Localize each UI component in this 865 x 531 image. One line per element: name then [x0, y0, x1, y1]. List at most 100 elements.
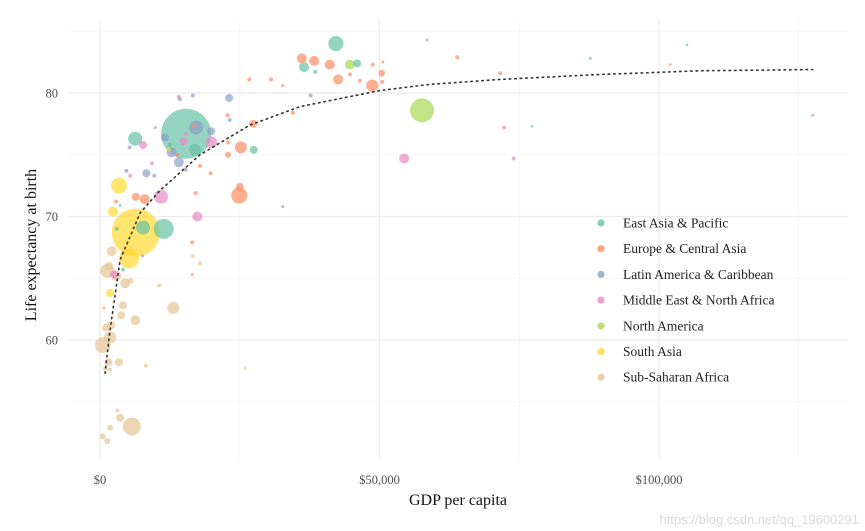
data-point: [685, 43, 689, 47]
data-point: [104, 331, 117, 344]
data-point: [502, 125, 507, 130]
data-point: [179, 137, 188, 146]
data-point: [511, 156, 516, 161]
data-point: [190, 273, 194, 277]
data-point: [225, 151, 232, 158]
data-point: [120, 278, 131, 289]
trend-line: [104, 68, 814, 375]
data-point: [175, 152, 180, 157]
data-point: [226, 140, 231, 145]
data-point: [108, 367, 113, 372]
data-point: [225, 93, 234, 102]
data-point: [198, 163, 203, 168]
data-point: [173, 157, 184, 168]
data-point: [101, 305, 106, 310]
data-point: [124, 168, 129, 173]
y-tick-label: 80: [46, 87, 59, 101]
data-point: [142, 169, 151, 178]
legend-label: Sub-Saharan Africa: [623, 370, 729, 385]
legend-label: Europe & Central Asia: [623, 241, 746, 256]
legend-swatch: [597, 322, 605, 330]
data-point: [149, 161, 154, 166]
data-point: [231, 187, 248, 204]
data-point: [183, 167, 188, 172]
data-point: [189, 120, 204, 135]
data-point: [128, 131, 143, 146]
data-point: [166, 147, 171, 152]
data-point: [381, 60, 385, 64]
data-point: [107, 424, 114, 431]
data-point: [128, 173, 133, 178]
data-point: [184, 131, 189, 136]
data-point: [353, 59, 362, 68]
data-point: [106, 289, 115, 298]
data-point: [811, 113, 815, 117]
y-tick-label: 60: [46, 334, 59, 348]
data-point: [455, 55, 460, 60]
legend-label: Middle East & North Africa: [623, 293, 774, 308]
data-point: [366, 79, 379, 92]
grid: [68, 20, 848, 459]
data-point: [152, 173, 157, 178]
legend-swatch: [597, 245, 605, 253]
data-points: [94, 36, 815, 445]
data-point: [153, 218, 174, 239]
data-point: [99, 433, 106, 440]
data-point: [234, 141, 247, 154]
data-point: [249, 145, 258, 154]
data-point: [668, 63, 672, 66]
data-point: [357, 78, 362, 83]
data-point: [198, 261, 203, 266]
data-point: [117, 311, 126, 320]
data-point: [190, 93, 195, 98]
data-point: [205, 136, 218, 149]
data-point: [290, 110, 295, 115]
y-tick-label: 70: [46, 210, 59, 224]
data-point: [308, 93, 313, 98]
data-point: [328, 36, 344, 52]
data-point: [208, 171, 213, 176]
data-point: [111, 177, 127, 194]
data-point: [399, 153, 410, 164]
x-tick-label: $0: [94, 473, 107, 487]
data-point: [281, 205, 285, 209]
data-point: [344, 59, 355, 70]
data-point: [139, 194, 150, 205]
data-point: [425, 38, 429, 42]
legend-label: South Asia: [623, 344, 682, 359]
data-point: [139, 140, 148, 149]
data-point: [299, 62, 310, 73]
legend: East Asia & Pacific Europe & Central Asia…: [597, 216, 774, 385]
data-point: [333, 74, 344, 85]
data-point: [189, 143, 202, 156]
data-point: [378, 69, 386, 77]
data-point: [191, 124, 196, 129]
data-point: [380, 79, 385, 84]
data-point: [109, 270, 118, 279]
data-point: [190, 254, 195, 259]
watermark: https://blog.csdn.net/qq_19600291: [659, 512, 860, 527]
data-point: [136, 220, 151, 235]
legend-label: East Asia & Pacific: [623, 216, 728, 231]
data-point: [114, 226, 119, 231]
x-tick-label: $100,000: [636, 473, 683, 487]
data-point: [143, 363, 148, 368]
data-point: [588, 56, 592, 60]
data-point: [370, 62, 375, 67]
data-point: [235, 182, 244, 191]
data-point: [122, 417, 141, 436]
legend-swatch: [597, 296, 605, 304]
data-point: [309, 55, 320, 66]
legend-swatch: [597, 270, 605, 278]
data-point: [116, 413, 125, 422]
data-point: [115, 408, 120, 413]
data-point: [107, 321, 116, 330]
legend-label: Latin America & Caribbean: [623, 267, 774, 282]
data-point: [140, 254, 144, 258]
data-point: [153, 126, 157, 130]
data-point: [157, 283, 162, 288]
data-point: [313, 69, 318, 75]
data-point: [243, 366, 247, 370]
data-point: [176, 94, 181, 99]
data-point: [130, 315, 141, 326]
